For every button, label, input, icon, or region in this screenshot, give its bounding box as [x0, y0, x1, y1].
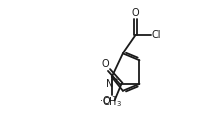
- Text: O: O: [101, 59, 109, 69]
- Text: CH$_3$: CH$_3$: [102, 96, 122, 109]
- Text: ·O$^-$: ·O$^-$: [99, 94, 118, 107]
- Text: Cl: Cl: [151, 30, 161, 40]
- Text: N$^+$: N$^+$: [105, 77, 121, 90]
- Text: O: O: [131, 8, 139, 18]
